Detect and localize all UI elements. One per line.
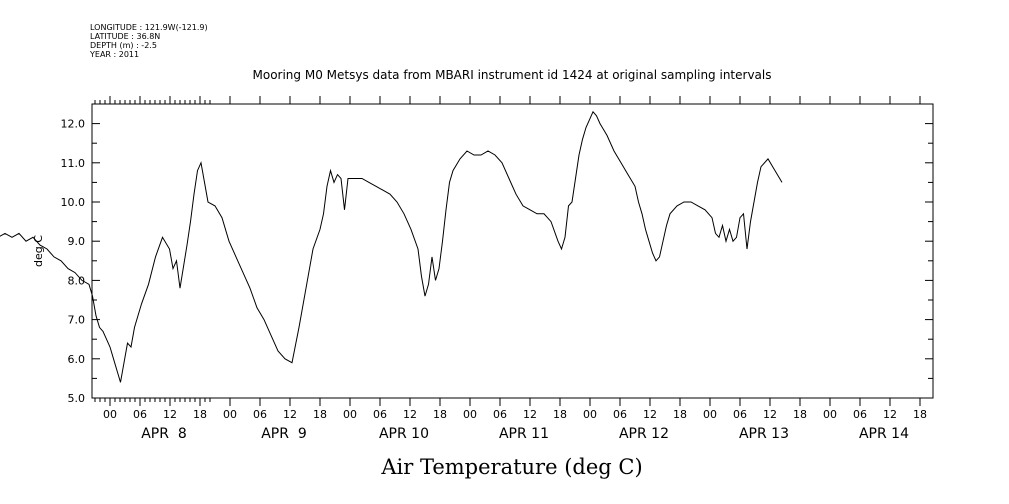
x-tick-label: 12 [403, 408, 417, 421]
x-tick-label: 00 [823, 408, 837, 421]
x-tick-label: 18 [793, 408, 807, 421]
day-label: APR 14 [859, 426, 909, 442]
day-label: APR 13 [739, 426, 789, 442]
y-tick-label: 5.0 [68, 392, 86, 405]
x-tick-label: 06 [733, 408, 747, 421]
latitude-label: LATITUDE : 36.8N [90, 32, 160, 41]
x-tick-label: 18 [553, 408, 567, 421]
x-tick-label: 12 [763, 408, 777, 421]
chart-title: Mooring M0 Metsys data from MBARI instru… [253, 68, 772, 82]
x-tick-label: 18 [313, 408, 327, 421]
x-tick-label: 00 [463, 408, 477, 421]
x-tick-label: 06 [133, 408, 147, 421]
x-tick-label: 18 [433, 408, 447, 421]
y-tick-label: 9.0 [68, 235, 86, 248]
x-tick-labels: 00 06 12 18 00 06 12 18 00 06 12 18 00 06 12 18 00 06 12 18… [103, 408, 927, 421]
station-metadata: LONGITUDE : 121.9W(-121.9) LATITUDE : 36… [89, 23, 208, 59]
temperature-series-line [0, 110, 783, 383]
x-tick-label: 06 [493, 408, 507, 421]
x-tick-label: 00 [343, 408, 357, 421]
day-label: APR 9 [261, 426, 307, 442]
y-tick-labels: 5.0 6.0 7.0 8.0 9.0 10.0 11.0 12.0 [61, 118, 86, 405]
x-tick-label: 12 [283, 408, 297, 421]
x-tick-label: 00 [703, 408, 717, 421]
y-tick-label: 12.0 [61, 118, 86, 131]
day-label: APR 12 [619, 426, 669, 442]
day-label: APR 8 [141, 426, 187, 442]
x-tick-label: 18 [673, 408, 687, 421]
y-tick-label: 7.0 [68, 314, 86, 327]
x-tick-label: 06 [373, 408, 387, 421]
x-tick-label: 12 [883, 408, 897, 421]
y-tick-label: 6.0 [68, 353, 86, 366]
x-axis-label: Air Temperature (deg C) [380, 455, 642, 479]
longitude-label: LONGITUDE : 121.9W(-121.9) [90, 23, 208, 32]
x-tick-label: 18 [193, 408, 207, 421]
day-label: APR 11 [499, 426, 549, 442]
y-tick-label: 10.0 [61, 196, 86, 209]
x-tick-label: 00 [103, 408, 117, 421]
x-tick-label: 06 [613, 408, 627, 421]
x-tick-label: 12 [523, 408, 537, 421]
x-tick-label: 06 [853, 408, 867, 421]
y-tick-label: 8.0 [68, 274, 86, 287]
axis-ticks [92, 96, 933, 406]
x-tick-label: 00 [583, 408, 597, 421]
year-label: YEAR : 2011 [89, 50, 139, 59]
x-tick-label: 06 [253, 408, 267, 421]
x-tick-label: 12 [643, 408, 657, 421]
y-tick-label: 11.0 [61, 157, 86, 170]
day-label: APR 10 [379, 426, 429, 442]
x-tick-label: 12 [163, 408, 177, 421]
plot-frame [91, 103, 934, 399]
day-labels: APR 8 APR 9 APR 10 APR 11 APR 12 APR 13 APR 14 [141, 426, 909, 442]
x-tick-label: 00 [223, 408, 237, 421]
x-tick-label: 18 [913, 408, 927, 421]
depth-label: DEPTH (m) : -2.5 [90, 41, 157, 50]
y-axis-label: deg C [32, 235, 45, 267]
